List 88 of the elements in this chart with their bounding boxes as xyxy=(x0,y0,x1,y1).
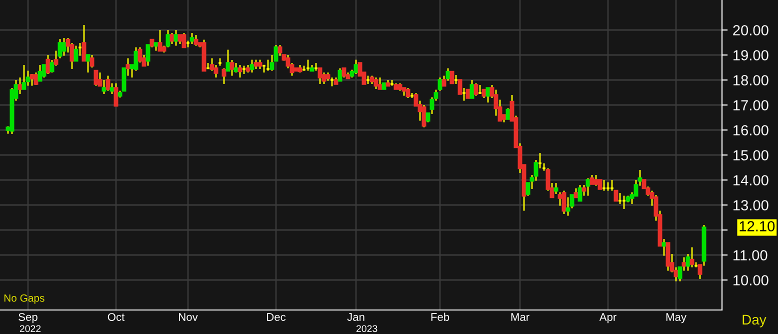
candlestick xyxy=(122,67,126,92)
candlestick xyxy=(194,34,198,46)
x-tick-label: Jan xyxy=(347,313,364,321)
candlestick xyxy=(114,82,118,107)
candlestick xyxy=(170,32,174,45)
candlestick xyxy=(22,64,26,90)
y-tick-label: 13.00 xyxy=(734,200,768,210)
candlestick xyxy=(322,72,326,85)
candlestick xyxy=(238,64,242,78)
candlestick xyxy=(682,256,686,272)
text: 2023 xyxy=(356,325,378,332)
candlestick xyxy=(102,79,106,95)
x-tick-label: Oct xyxy=(108,313,125,321)
candlestick xyxy=(474,82,478,96)
candlestick xyxy=(578,184,582,202)
candlestick xyxy=(30,73,34,86)
candlestick xyxy=(34,72,38,86)
text: Day xyxy=(742,314,766,328)
candlestick xyxy=(318,67,322,85)
candlestick xyxy=(254,59,258,70)
x-tick-label: Nov xyxy=(179,313,198,321)
candlestick xyxy=(586,178,590,196)
candlestick xyxy=(222,68,226,85)
candlestick xyxy=(178,34,182,45)
annotation: No Gaps xyxy=(4,294,44,304)
candlestick xyxy=(446,68,450,82)
candlestick xyxy=(158,29,162,52)
x-tick-label: Mar xyxy=(511,313,530,321)
candlestick xyxy=(258,59,262,70)
y-tick-label: 10.00 xyxy=(734,275,768,286)
candlestick xyxy=(374,76,378,90)
candlestick xyxy=(126,58,130,76)
candlestick xyxy=(46,54,50,75)
candlestick xyxy=(106,75,110,92)
y-tick-label: 11.00 xyxy=(734,250,768,260)
x-tick-label: Feb xyxy=(431,312,450,321)
y-tick-label: 18.00 xyxy=(734,75,768,86)
candlestick xyxy=(354,59,358,75)
candlestick xyxy=(598,179,602,190)
y-tick-label: 14.00 xyxy=(734,175,768,186)
x-tick-label: Sep xyxy=(18,313,38,324)
candlestick xyxy=(190,32,194,45)
y-tick-label: 19.00 xyxy=(734,50,768,60)
candlestick xyxy=(450,70,454,84)
y-tick-label: 16.00 xyxy=(734,125,768,136)
candlestick xyxy=(614,190,618,202)
candlestick xyxy=(146,44,150,66)
x-tick-label: Apr xyxy=(599,313,616,324)
candlestick xyxy=(86,54,90,74)
candlestick xyxy=(182,32,186,48)
candlestick xyxy=(74,45,78,62)
candlestick xyxy=(90,54,94,68)
candlestick xyxy=(38,64,42,82)
candlestick xyxy=(506,108,510,120)
candlestick xyxy=(250,59,254,74)
candlestick xyxy=(594,174,598,186)
candlestick xyxy=(554,182,558,195)
y-tick-label: 20.00 xyxy=(733,25,768,36)
candlestick xyxy=(234,62,238,74)
candlestick xyxy=(666,242,670,272)
y-tick-label: 17.00 xyxy=(734,100,768,110)
candlestick xyxy=(470,79,474,99)
candlestick xyxy=(378,76,382,90)
y-tick-label: 15.00 xyxy=(734,150,768,160)
candlestick xyxy=(438,76,442,92)
candlestick xyxy=(62,37,66,56)
candlestick xyxy=(458,79,462,95)
candlestick xyxy=(486,87,490,104)
candlestick xyxy=(278,44,282,56)
text: 2022 xyxy=(20,325,41,332)
candlestick xyxy=(662,238,666,256)
candlestick xyxy=(574,188,578,198)
candlestick xyxy=(690,246,694,268)
candlestick xyxy=(406,87,410,99)
candlestick xyxy=(18,76,22,95)
candlestick xyxy=(70,42,74,70)
x-tick-label: Dec xyxy=(267,313,286,321)
candlestick xyxy=(422,104,426,128)
candlestick xyxy=(174,29,178,46)
x-tick-label: May xyxy=(666,313,686,324)
candlestick xyxy=(230,59,234,76)
candlestick xyxy=(562,190,566,215)
candlestick xyxy=(342,67,346,78)
candlestick xyxy=(94,70,98,86)
text: 12.10 xyxy=(740,221,775,232)
candlestick xyxy=(82,24,86,62)
candlestick xyxy=(566,196,570,216)
candlestick xyxy=(338,68,342,82)
